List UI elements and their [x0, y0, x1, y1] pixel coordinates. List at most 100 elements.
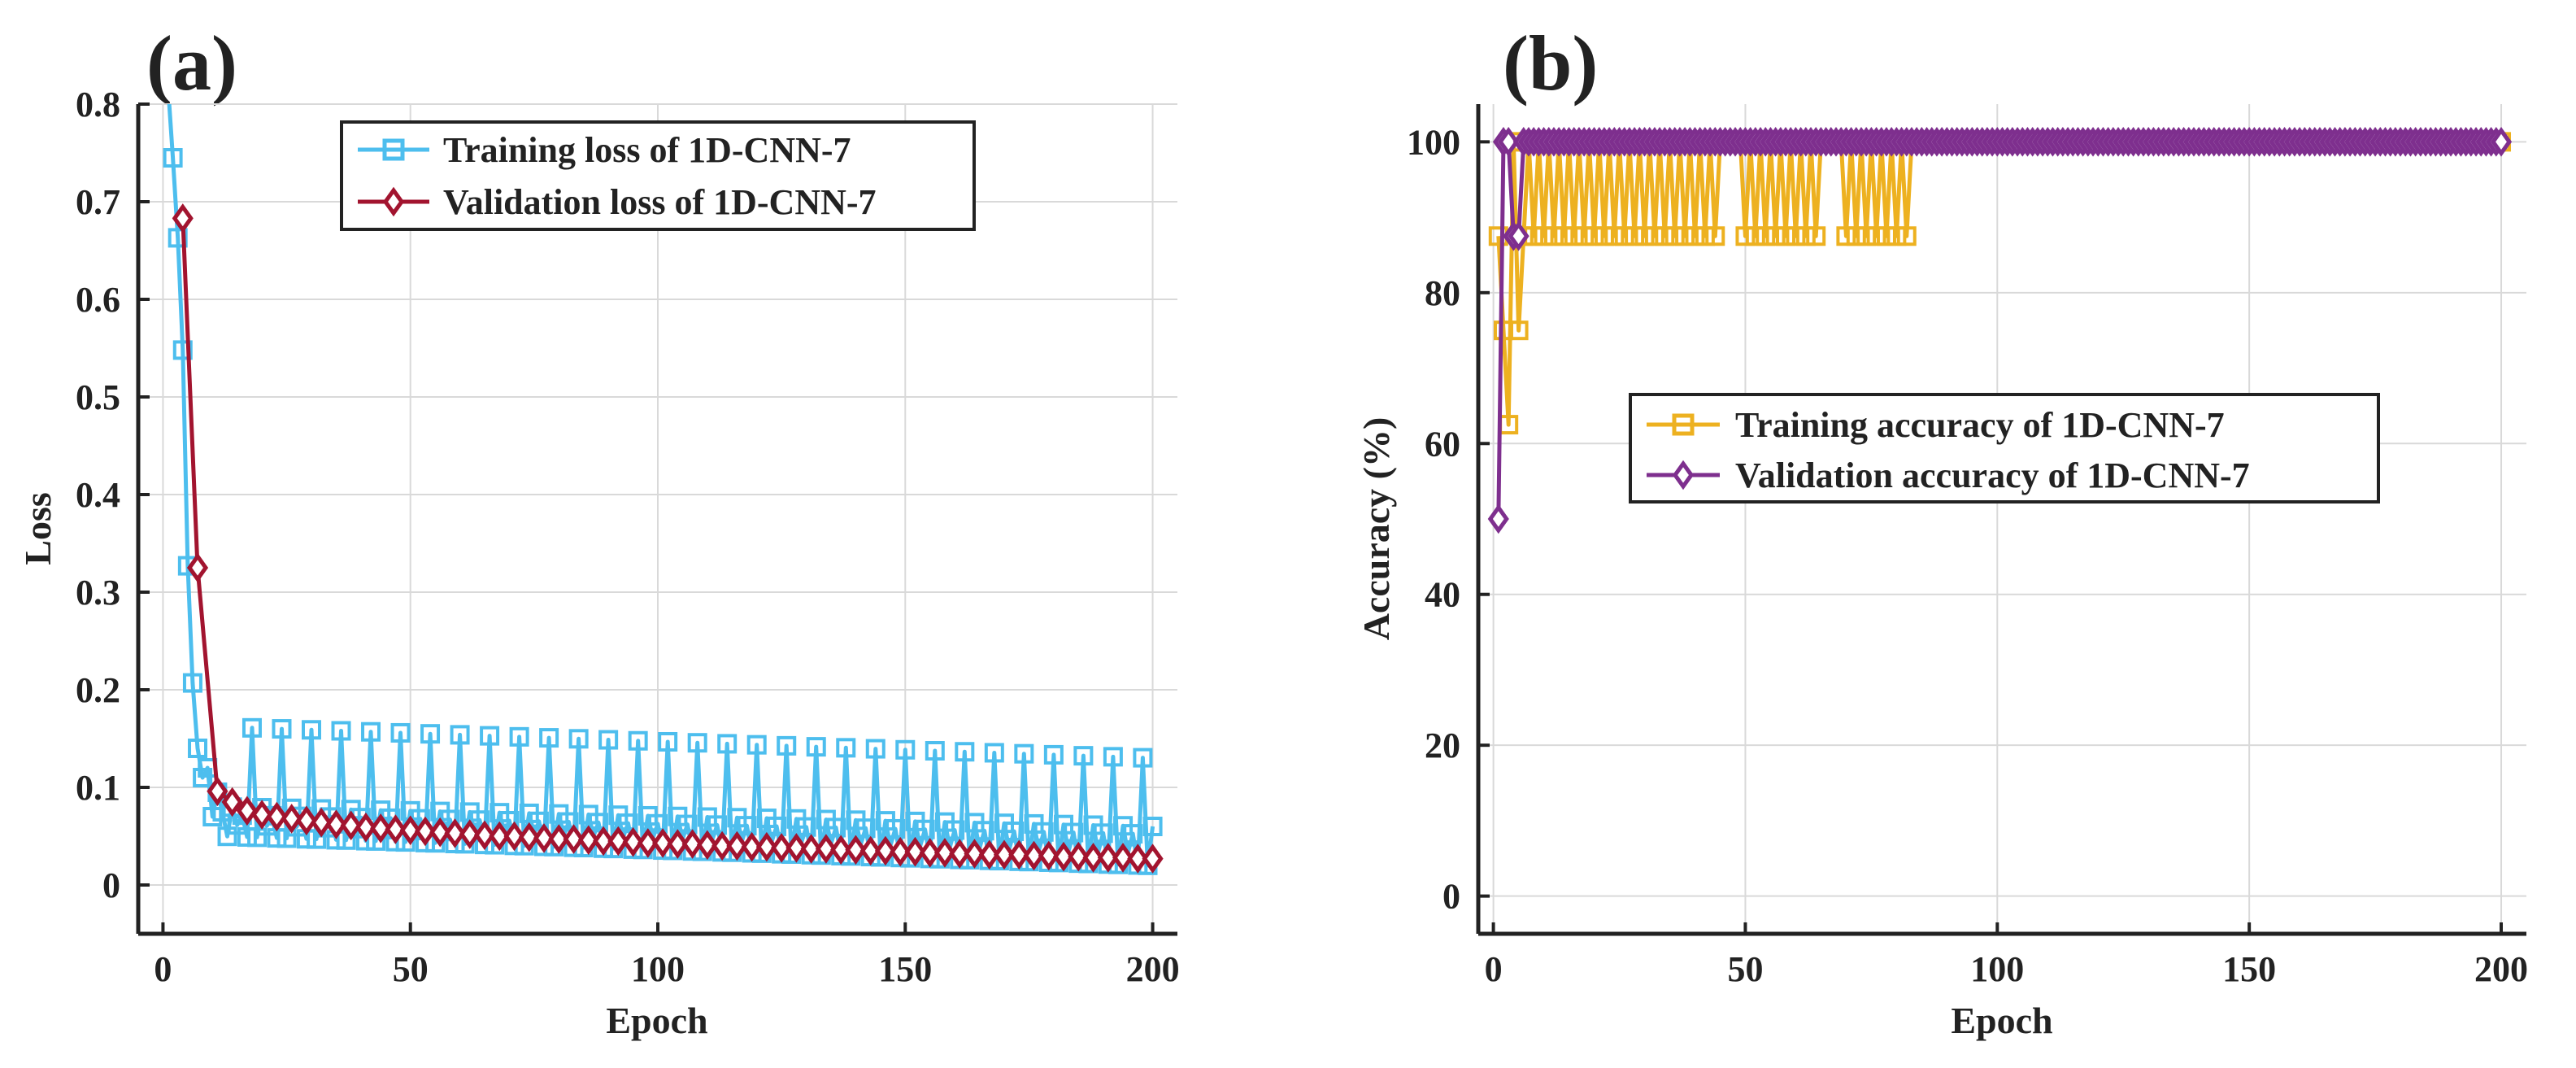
data-point-diamond	[577, 825, 599, 856]
x-tick-label: 100	[1970, 949, 2024, 989]
data-point-square	[276, 828, 297, 848]
data-point-square	[687, 733, 707, 753]
legend-marker-validation-accuracy	[1672, 460, 1695, 490]
x-tick-label: 200	[2474, 949, 2528, 989]
data-point-diamond	[890, 836, 912, 867]
data-point-diamond	[355, 812, 377, 843]
data-point-square	[767, 816, 787, 836]
data-point-diamond	[236, 796, 258, 826]
data-point-square	[1886, 226, 1907, 246]
data-point-square	[1685, 226, 1705, 246]
data-point-square	[1655, 226, 1675, 246]
data-point-diamond	[652, 828, 674, 858]
data-point-diamond	[1112, 843, 1134, 873]
data-point-square	[1033, 822, 1054, 842]
data-point-square	[855, 818, 876, 839]
data-point-diamond	[444, 818, 466, 848]
data-point-diamond	[325, 809, 347, 839]
x-tick-label: 200	[1126, 949, 1180, 989]
data-point-square	[1554, 226, 1574, 246]
data-point-diamond	[1498, 127, 1520, 157]
data-point-square	[202, 807, 223, 826]
data-point-diamond	[726, 830, 748, 861]
data-point-diamond	[874, 835, 897, 866]
loss-chart-xlabel: Epoch	[606, 1000, 707, 1041]
data-point-square	[217, 826, 237, 847]
data-point-square	[1534, 226, 1554, 246]
data-point-diamond	[221, 787, 243, 817]
data-point-diamond	[696, 830, 718, 861]
data-point-diamond	[2490, 127, 2513, 157]
data-point-square	[1064, 822, 1084, 843]
data-point-diamond	[414, 816, 437, 847]
data-point-square	[559, 812, 579, 832]
data-point-diamond	[518, 822, 540, 852]
y-tick-label: 0.5	[76, 377, 120, 417]
data-point-square	[737, 816, 757, 836]
x-tick-label: 0	[1485, 949, 1503, 989]
legend-label-training-accuracy: Training accuracy of 1D-CNN-7	[1735, 405, 2225, 445]
data-point-square	[598, 730, 619, 750]
data-point-diamond	[489, 821, 511, 852]
data-point-diamond	[622, 826, 644, 857]
data-point-square	[1776, 226, 1796, 246]
panel-a-label: (a)	[146, 20, 237, 107]
data-point-diamond	[295, 805, 317, 836]
data-point-square	[168, 228, 188, 248]
data-point-square	[237, 826, 257, 847]
data-point-diamond	[1082, 843, 1104, 873]
data-point-square	[806, 737, 826, 757]
data-point-square	[568, 729, 589, 749]
data-point-square	[1043, 744, 1064, 765]
data-point-diamond	[340, 810, 362, 841]
data-point-diamond	[1008, 839, 1030, 870]
data-point-square	[746, 735, 767, 755]
loss-chart-panel: (a) 0 50 100 150 200 0 0.1 0.2 0.3 0.4 0.5 0.6 0.7 0.…	[17, 20, 1180, 1041]
data-point-square	[539, 728, 559, 748]
data-point-square	[307, 829, 327, 849]
data-point-diamond	[1487, 503, 1509, 534]
data-point-diamond	[711, 830, 733, 861]
data-point-diamond	[667, 829, 689, 859]
data-point-square	[1765, 226, 1786, 246]
data-point-diamond	[251, 800, 273, 830]
y-tick-label: 0.2	[76, 670, 120, 710]
x-tick-label: 150	[2222, 949, 2276, 989]
data-point-diamond	[859, 835, 881, 866]
data-point-diamond	[548, 824, 570, 854]
data-point-diamond	[459, 819, 481, 849]
data-point-diamond	[1052, 841, 1075, 872]
series-validation-accuracy-of-1d-cnn-7	[1487, 127, 2513, 534]
data-point-square	[509, 726, 529, 747]
data-point-square	[1625, 226, 1645, 246]
data-point-square	[1806, 226, 1826, 246]
data-point-square	[390, 722, 411, 743]
data-point-square	[865, 739, 886, 759]
data-point-diamond	[1068, 841, 1090, 872]
accuracy-chart-panel: (b) 0 50 100 150 200 0 20 40 60 80 100 Epoch Accur…	[1355, 20, 2528, 1041]
data-point-square	[1786, 226, 1806, 246]
loss-chart-legend: Training loss of 1D-CNN-7 Validation los…	[340, 120, 976, 231]
data-point-square	[242, 717, 262, 738]
data-point-square	[1896, 226, 1917, 246]
data-point-diamond	[637, 828, 659, 858]
data-point-diamond	[845, 835, 867, 865]
data-point-diamond	[800, 834, 822, 864]
data-point-square	[1123, 824, 1143, 844]
data-point-square	[182, 673, 202, 693]
data-point-diamond	[473, 820, 496, 851]
data-point-square	[529, 811, 549, 831]
x-tick-label: 100	[631, 949, 685, 989]
data-point-square	[777, 735, 797, 756]
data-point-square	[1756, 226, 1776, 246]
data-point-square	[302, 720, 321, 740]
x-tick-label: 150	[878, 949, 932, 989]
data-point-square	[163, 148, 183, 168]
data-point-square	[1795, 226, 1816, 246]
data-point-square	[1866, 226, 1886, 246]
data-point-square	[1735, 226, 1756, 246]
data-point-square	[1614, 226, 1634, 246]
legend-box	[1629, 393, 2380, 503]
data-point-square	[1564, 226, 1584, 246]
data-point-square	[648, 813, 668, 834]
